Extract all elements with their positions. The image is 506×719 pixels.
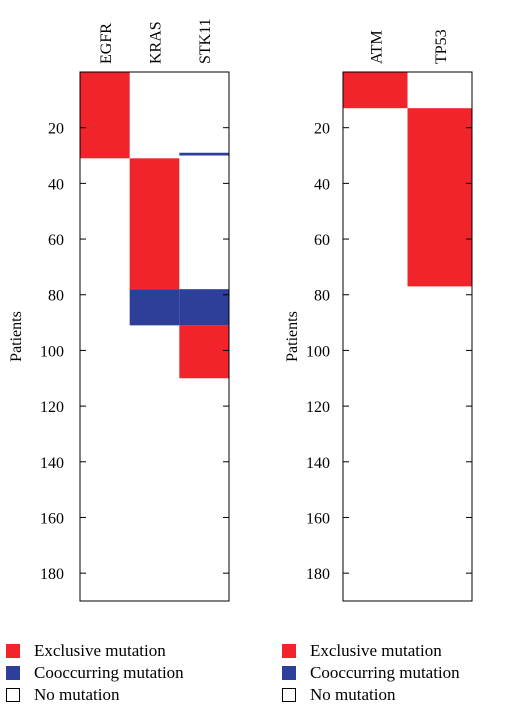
y-tick-label: 160: [40, 510, 64, 527]
legend-item-exclusive: Exclusive mutation: [6, 640, 184, 662]
legend-label-cooccurring: Cooccurring mutation: [34, 663, 184, 682]
y-tick-label: 140: [306, 455, 330, 472]
y-tick-label: 60: [48, 232, 64, 249]
y-tick-label: 20: [48, 121, 64, 138]
legend-label-exclusive: Exclusive mutation: [34, 641, 166, 660]
legend-swatch-cooccurring: [282, 666, 296, 680]
column-label-egfr: EGFR: [98, 23, 115, 64]
y-axis-label: Patients: [284, 311, 301, 362]
y-tick-label: 60: [314, 232, 330, 249]
legend-right: Exclusive mutation Cooccurring mutation …: [282, 640, 460, 706]
y-tick-label: 80: [314, 288, 330, 305]
y-tick-label: 120: [40, 399, 64, 416]
y-tick-label: 20: [314, 121, 330, 138]
legend-swatch-none: [6, 688, 20, 702]
panel-1: 20 40 60 80 100 120 140 160 180 EGFR KRAS STK11 Pati…: [8, 18, 230, 602]
legend-item-none: No mutation: [6, 684, 184, 706]
y-tick-label: 180: [40, 566, 64, 583]
column-label-tp53: TP53: [433, 29, 450, 64]
legend-item-none: No mutation: [282, 684, 460, 706]
legend-label-none: No mutation: [310, 685, 396, 704]
legend-item-cooccurring: Cooccurring mutation: [282, 662, 460, 684]
y-tick-label: 140: [40, 455, 64, 472]
cell-tp53-exclusive-1: [407, 108, 472, 287]
legend-swatch-none: [282, 688, 296, 702]
legend-left: Exclusive mutation Cooccurring mutation …: [6, 640, 184, 706]
legend-item-cooccurring: Cooccurring mutation: [6, 662, 184, 684]
y-tick-label: 100: [306, 343, 330, 360]
panel-2: 20 40 60 80 100 120 140 160 180 ATM TP53 Patients: [284, 29, 473, 602]
y-tick-label: 40: [314, 176, 330, 193]
legend-swatch-exclusive: [282, 644, 296, 658]
cell-stk11-cooccurring-2: [179, 152, 229, 156]
y-tick-label: 160: [306, 510, 330, 527]
column-label-atm: ATM: [368, 30, 385, 64]
legend-label-none: No mutation: [34, 685, 120, 704]
plot-frame: [79, 71, 230, 602]
column-label-kras: KRAS: [148, 21, 165, 64]
plot-frame: [342, 71, 473, 602]
legend-swatch-cooccurring: [6, 666, 20, 680]
y-tick-label: 40: [48, 176, 64, 193]
y-tick-label: 100: [40, 343, 64, 360]
column-label-stk11: STK11: [197, 18, 214, 64]
legend-item-exclusive: Exclusive mutation: [282, 640, 460, 662]
cell-stk11-exclusive-5: [179, 325, 229, 379]
y-tick-label: 120: [306, 399, 330, 416]
cell-kras-cooccurring-3: [129, 289, 180, 326]
legend-label-cooccurring: Cooccurring mutation: [310, 663, 460, 682]
cell-stk11-cooccurring-4: [179, 289, 229, 326]
cell-kras-exclusive-1: [129, 158, 180, 290]
legend-label-exclusive: Exclusive mutation: [310, 641, 442, 660]
y-tick-label: 80: [48, 288, 64, 305]
legend-swatch-exclusive: [6, 644, 20, 658]
cell-atm-exclusive-0: [343, 72, 408, 109]
y-axis-label: Patients: [8, 311, 25, 362]
y-tick-label: 180: [306, 566, 330, 583]
cell-egfr-exclusive-0: [80, 72, 130, 159]
